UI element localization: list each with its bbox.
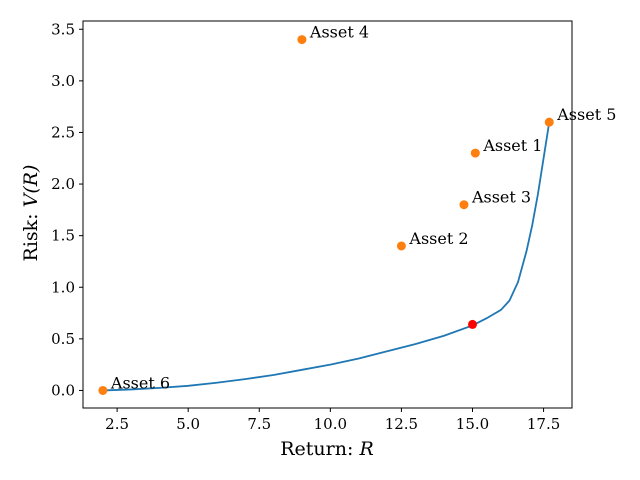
x-tick-label: 5.0 <box>176 415 200 433</box>
y-tick-label: 2.5 <box>51 123 75 141</box>
y-tick-label: 3.0 <box>51 72 75 90</box>
asset-point <box>470 148 480 158</box>
asset-point <box>396 241 406 251</box>
asset-label: Asset 1 <box>482 136 542 155</box>
asset-label: Asset 6 <box>110 373 170 392</box>
asset-point <box>459 200 469 210</box>
plot-frame <box>82 20 573 409</box>
plot-area: Asset 1 Asset 2 Asset 3 Asset 4 Asset 5 Asset… <box>98 23 616 395</box>
x-tick-label: 2.5 <box>105 415 129 433</box>
axes: 2.5 5.0 7.5 10.0 12.5 15.0 17.5 0.0 0.5 1.0 1.5 2.0… <box>51 20 560 433</box>
x-axis-label: Return: R <box>280 438 374 460</box>
y-tick-label: 0.0 <box>51 381 75 399</box>
asset-point <box>98 385 108 395</box>
x-tick-label: 7.5 <box>247 415 271 433</box>
efficient-frontier-line <box>102 121 551 392</box>
highlight-point <box>467 319 477 329</box>
y-tick-label: 1.0 <box>51 278 75 296</box>
asset-label: Asset 3 <box>471 188 531 207</box>
x-tick-label: 12.5 <box>385 415 418 433</box>
x-tick-label: 15.0 <box>456 415 489 433</box>
asset-label: Asset 5 <box>556 105 616 124</box>
x-tick-label: 17.5 <box>527 415 560 433</box>
asset-label: Asset 4 <box>309 23 369 42</box>
y-tick-label: 1.5 <box>51 227 75 245</box>
asset-point <box>544 117 554 127</box>
y-tick-label: 2.0 <box>51 175 75 193</box>
asset-point <box>297 35 307 45</box>
y-tick-label: 3.5 <box>51 20 75 38</box>
x-tick-label: 10.0 <box>314 415 347 433</box>
asset-label: Asset 2 <box>408 229 468 248</box>
y-axis-label: Risk: V(R) <box>20 165 42 262</box>
y-tick-label: 0.5 <box>51 330 75 348</box>
